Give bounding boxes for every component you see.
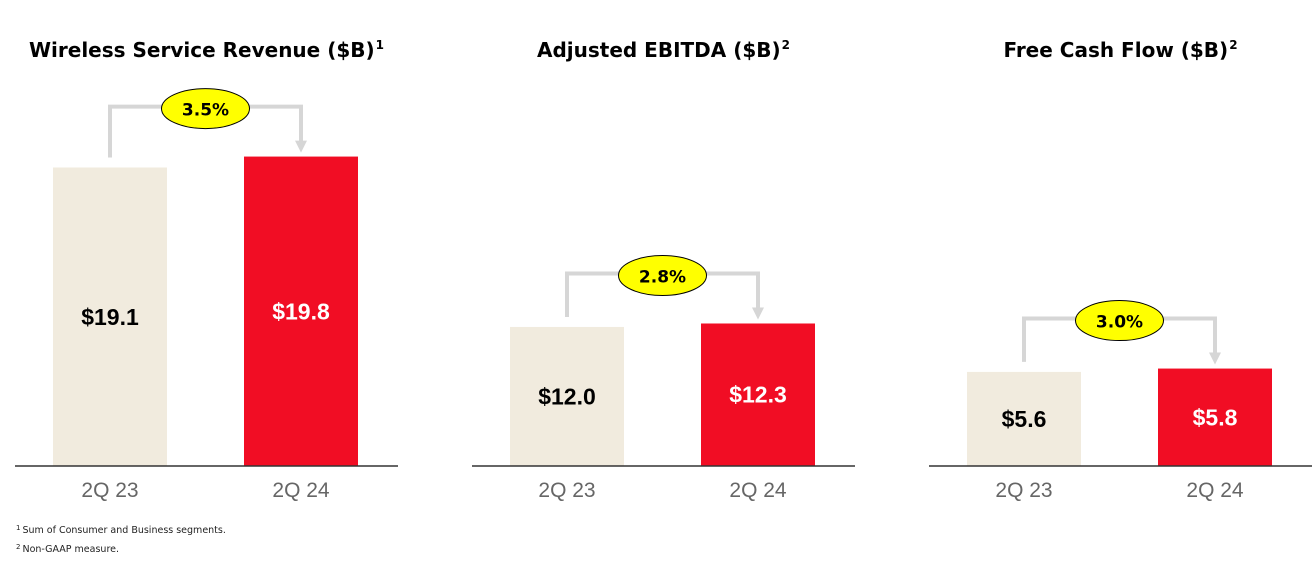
x-tick-label: 2Q 23 xyxy=(538,479,595,502)
x-tick-label: 2Q 23 xyxy=(995,479,1052,502)
data-label: $5.6 xyxy=(1002,406,1047,432)
bar-2q-24 xyxy=(244,156,358,466)
footnote-1: 1 Sum of Consumer and Business segments. xyxy=(16,524,226,536)
bar-2q-23 xyxy=(967,371,1081,466)
data-label: $19.1 xyxy=(81,304,139,330)
chart-title: Adjusted EBITDA ($B)2 xyxy=(536,38,791,62)
chart-panel-free-cash-flow: Free Cash Flow ($B)2 $5.6 $5.8 2Q 23 2Q 24 3… xyxy=(929,0,1312,562)
chart-title: Free Cash Flow ($B)2 xyxy=(1003,38,1238,62)
growth-badge xyxy=(161,88,250,130)
arrow-head-icon xyxy=(752,307,764,320)
footnotes: 1 Sum of Consumer and Business segments. … xyxy=(16,520,226,558)
arrow-head-icon xyxy=(295,140,307,153)
chart-panel-wireless-service-revenue: Wireless Service Revenue ($B)1 $19.1 $19.… xyxy=(15,0,398,562)
bar-chart: $5.6 $5.8 2Q 23 2Q 24 3.0% xyxy=(929,300,1312,502)
footnote-2: 2 Non-GAAP measure. xyxy=(16,543,120,555)
bar-2q-24 xyxy=(1158,368,1272,466)
bar-chart: $12.0 $12.3 2Q 23 2Q 24 2.8% xyxy=(472,254,855,502)
bar-2q-23 xyxy=(53,167,167,467)
x-tick-label: 2Q 23 xyxy=(81,479,138,502)
bar-chart: $19.1 $19.8 2Q 23 2Q 24 3.5% xyxy=(15,88,398,502)
chart-title: Wireless Service Revenue ($B)1 xyxy=(28,38,384,62)
bar-2q-24 xyxy=(701,323,815,466)
growth-label: 2.8% xyxy=(639,267,686,287)
arrow-head-icon xyxy=(1209,352,1221,365)
x-tick-label: 2Q 24 xyxy=(1186,479,1244,502)
data-label: $5.8 xyxy=(1193,404,1238,430)
data-label: $12.3 xyxy=(729,382,787,408)
growth-label: 3.5% xyxy=(182,101,229,121)
data-label: $12.0 xyxy=(538,383,596,409)
data-label: $19.8 xyxy=(272,298,330,324)
growth-badge xyxy=(1075,300,1164,342)
growth-label: 3.0% xyxy=(1096,313,1143,333)
bar-2q-23 xyxy=(510,326,624,466)
chart-panel-adjusted-ebitda: Adjusted EBITDA ($B)2 $12.0 $12.3 2Q 23 2Q … xyxy=(472,0,855,562)
growth-badge xyxy=(618,254,707,296)
x-tick-label: 2Q 24 xyxy=(729,479,787,502)
x-tick-label: 2Q 24 xyxy=(272,479,330,502)
